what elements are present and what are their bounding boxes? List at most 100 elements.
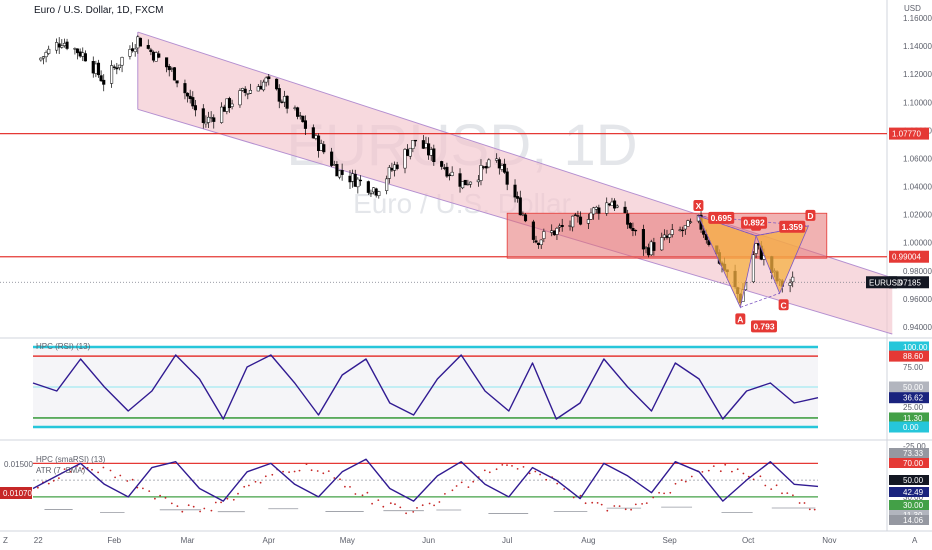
pattern-point-badge[interactable] — [735, 313, 746, 325]
atr-dot — [460, 481, 463, 484]
atr-dot — [669, 491, 672, 494]
atr-dot — [237, 492, 239, 495]
candle-bear — [523, 214, 528, 222]
candle-bear — [702, 230, 706, 235]
price-tick-label: 0.96000 — [903, 295, 932, 304]
candle-bear — [188, 95, 192, 99]
candle-bear — [83, 53, 87, 62]
candle-bear — [641, 229, 645, 250]
candle-bear — [186, 92, 190, 97]
atr-dot — [563, 488, 566, 490]
atr-dot — [634, 503, 637, 506]
rsi-tag: 50.00 — [903, 383, 924, 392]
pattern-ratio-badge[interactable] — [708, 211, 735, 224]
candle-bull — [539, 239, 543, 245]
candle-bear — [607, 203, 611, 206]
rsi-tag-bg — [889, 421, 929, 433]
atr-dot — [170, 502, 173, 505]
atr-dot — [472, 480, 475, 483]
candle-bull — [610, 201, 614, 206]
atr-dot — [305, 463, 308, 465]
atr-pane-label[interactable]: HPC (smaRSI) (13) — [36, 455, 106, 464]
candle-bear — [353, 173, 357, 187]
candle-bull — [246, 93, 250, 95]
pattern-ratio-label: 0.793 — [753, 321, 775, 331]
rsi-tag-bg — [889, 392, 929, 404]
atr-dot — [596, 502, 599, 504]
candle-bull — [264, 77, 268, 83]
pattern-guide-line[interactable] — [740, 292, 780, 308]
atr-dot — [742, 472, 745, 475]
candle-bear — [285, 95, 289, 109]
candle-bear — [445, 166, 449, 177]
candle-bull — [120, 57, 124, 66]
candle-bull — [668, 233, 672, 238]
pattern-guide-line[interactable] — [698, 215, 757, 237]
atr-dot — [438, 501, 441, 503]
atr-dot — [339, 478, 341, 481]
candle-bull — [686, 220, 690, 227]
candle-bear — [277, 88, 281, 102]
atr-dot — [572, 496, 575, 499]
atr-dot — [248, 484, 250, 487]
sma-rsi-line — [32, 458, 819, 502]
atr-left-tag: 0.01070 — [3, 489, 32, 498]
candle-bull — [592, 207, 596, 215]
atr-tag-bg — [889, 448, 929, 458]
candle-bull — [337, 170, 342, 178]
atr-dot — [641, 503, 643, 505]
candle-bull — [298, 115, 302, 117]
atr-tag-bg — [889, 500, 929, 510]
rsi-pane-label[interactable]: HPC (RSI) (13) — [36, 342, 91, 351]
candle-bear — [96, 62, 101, 76]
candle-bear — [296, 107, 300, 117]
candle-bull — [558, 225, 562, 228]
atr-dot — [176, 505, 179, 507]
atr-dot — [630, 508, 632, 511]
price-tag: 0.99004 — [892, 253, 921, 262]
pattern-point-badge[interactable] — [778, 299, 789, 311]
pattern-ratio-badge[interactable] — [750, 320, 777, 333]
candle-bull — [450, 171, 454, 176]
atr-tag: 50.00 — [903, 476, 924, 485]
symbol-title[interactable]: Euro / U.S. Dollar, 1D, FXCM — [34, 5, 163, 16]
candle-bear — [406, 149, 410, 156]
atr-dot — [131, 478, 134, 481]
atr-dot — [399, 506, 402, 509]
candle-bear — [358, 179, 363, 182]
atr-dot — [288, 471, 290, 473]
candle-bear — [704, 234, 708, 241]
atr-dot — [701, 471, 704, 473]
candle-bull — [314, 135, 318, 139]
atr-dot — [199, 510, 202, 513]
atr-dot — [81, 467, 84, 470]
candle-bull — [209, 117, 213, 119]
atr-dot — [316, 470, 319, 472]
candle-bear — [131, 48, 135, 52]
pattern-point-badge[interactable] — [805, 209, 816, 221]
price-tick-label: 1.06000 — [903, 154, 932, 163]
candle-bear — [647, 247, 651, 256]
candle-bull — [403, 149, 407, 169]
candle-bear — [91, 61, 95, 74]
atr-dot — [63, 468, 66, 470]
price-axis[interactable]: 1.160001.140001.120001.100001.080001.060… — [866, 14, 932, 332]
pattern-point-badge[interactable] — [693, 200, 704, 212]
atr-dot — [416, 507, 418, 509]
atr-dot — [775, 484, 778, 487]
candle-bear — [652, 242, 656, 251]
pattern-ratio-badge[interactable] — [779, 220, 806, 233]
candle-bull — [369, 192, 373, 195]
atr-dot — [813, 508, 816, 511]
atr-dot — [271, 473, 274, 476]
candle-bear — [340, 170, 344, 175]
atr-pane-label-2[interactable]: ATR (7, SMA) — [36, 466, 86, 475]
time-axis[interactable]: Z 22 Feb Mar Apr May Jun Jul Aug Sep Oct Nov A — [3, 536, 918, 545]
candle-bear — [317, 135, 321, 151]
atr-dot — [707, 469, 710, 472]
candle-bull — [408, 147, 412, 157]
pattern-ratio-badge[interactable] — [741, 216, 768, 229]
atr-dot — [428, 502, 431, 505]
candle-bear — [613, 200, 617, 209]
